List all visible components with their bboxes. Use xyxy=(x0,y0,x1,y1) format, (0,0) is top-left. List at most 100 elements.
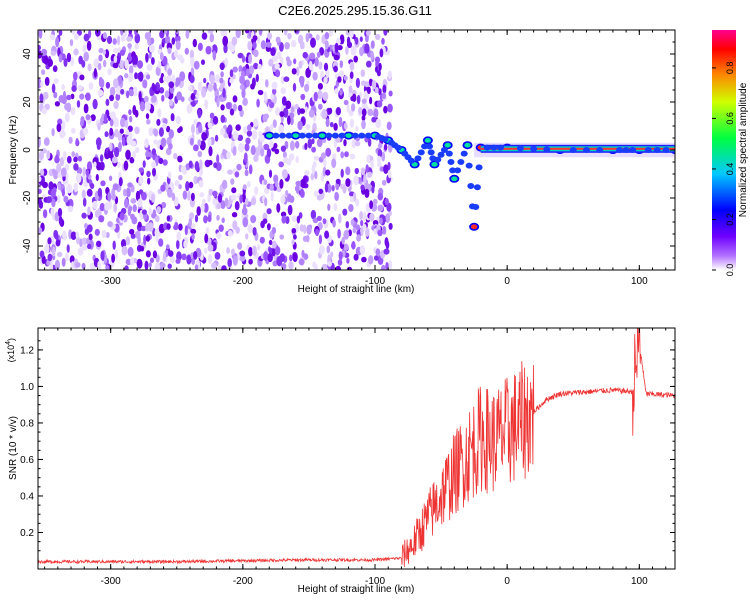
signal-blob xyxy=(472,204,480,210)
noise-speck xyxy=(115,93,121,101)
noise-speck xyxy=(57,194,61,204)
noise-speck xyxy=(209,33,215,43)
noise-speck xyxy=(269,101,275,109)
noise-speck xyxy=(212,115,219,125)
noise-speck xyxy=(237,242,243,250)
noise-speck xyxy=(87,206,91,216)
noise-speck xyxy=(97,62,102,71)
noise-speck xyxy=(145,101,151,111)
noise-speck xyxy=(260,40,266,50)
x-tick-label: -100 xyxy=(365,276,385,287)
noise-speck xyxy=(120,88,125,95)
noise-speck xyxy=(105,81,111,89)
noise-speck xyxy=(203,77,207,84)
noise-speck xyxy=(304,170,310,176)
noise-speck xyxy=(143,234,147,246)
noise-speck xyxy=(73,33,79,41)
noise-speck xyxy=(105,98,110,106)
noise-speck xyxy=(97,187,103,198)
snr-frame xyxy=(37,327,676,570)
signal-blob xyxy=(490,144,498,151)
noise-speck xyxy=(42,209,48,219)
noise-speck xyxy=(86,161,93,172)
noise-speck xyxy=(129,156,135,164)
noise-speck xyxy=(168,143,173,150)
noise-speck xyxy=(370,50,374,61)
spectrogram-x-axis-label: Height of straight line (km) xyxy=(298,284,415,295)
noise-speck xyxy=(322,166,327,177)
noise-speck xyxy=(373,108,379,118)
noise-speck xyxy=(109,118,114,127)
noise-speck xyxy=(337,76,342,83)
noise-speck xyxy=(148,127,154,137)
noise-speck xyxy=(86,40,92,51)
noise-speck xyxy=(125,129,130,135)
noise-speck xyxy=(315,34,320,41)
noise-speck xyxy=(139,101,146,112)
snr-plot-area xyxy=(38,328,675,569)
noise-speck xyxy=(190,93,196,101)
noise-speck xyxy=(105,264,110,270)
noise-speck xyxy=(334,88,339,95)
noise-speck xyxy=(170,255,175,264)
noise-speck xyxy=(152,227,156,237)
noise-speck xyxy=(111,156,118,164)
noise-speck xyxy=(263,251,269,262)
noise-speck xyxy=(273,142,278,149)
noise-speck xyxy=(188,85,193,92)
noise-speck xyxy=(56,251,63,258)
noise-speck xyxy=(128,30,132,35)
noise-speck xyxy=(304,142,308,150)
noise-speck xyxy=(96,240,102,247)
noise-speck xyxy=(178,184,182,190)
signal-blob xyxy=(662,147,670,153)
noise-speck xyxy=(151,148,156,156)
noise-speck xyxy=(316,215,322,222)
noise-speck xyxy=(291,228,297,234)
noise-speck xyxy=(125,149,131,160)
noise-speck xyxy=(56,163,62,173)
noise-speck xyxy=(266,208,272,215)
noise-speck xyxy=(359,36,363,42)
noise-speck xyxy=(117,162,121,168)
noise-speck xyxy=(208,146,213,157)
noise-speck xyxy=(43,137,50,146)
noise-speck xyxy=(290,40,297,48)
noise-speck xyxy=(377,229,383,237)
noise-speck xyxy=(379,166,385,172)
noise-speck xyxy=(39,93,44,103)
noise-speck xyxy=(159,52,164,61)
noise-speck xyxy=(360,69,366,77)
signal-blob xyxy=(483,144,491,151)
noise-speck xyxy=(360,219,364,227)
noise-speck xyxy=(160,137,167,148)
noise-speck xyxy=(250,83,255,90)
noise-speck xyxy=(268,239,273,246)
noise-speck xyxy=(257,89,264,96)
noise-speck xyxy=(219,77,224,84)
signal-blob xyxy=(325,132,333,139)
noise-speck xyxy=(75,138,79,147)
noise-speck xyxy=(386,121,392,131)
noise-speck xyxy=(51,83,56,94)
noise-speck xyxy=(296,215,301,224)
noise-speck xyxy=(38,188,42,194)
noise-speck xyxy=(66,183,73,194)
signal-blob xyxy=(434,156,442,163)
noise-speck xyxy=(148,262,152,268)
signal-blob xyxy=(417,149,425,156)
noise-speck xyxy=(262,218,268,224)
noise-speck xyxy=(256,98,260,108)
noise-speck xyxy=(40,81,44,88)
noise-speck xyxy=(272,119,277,128)
noise-speck xyxy=(280,196,286,204)
signal-blob xyxy=(351,132,359,139)
noise-speck xyxy=(272,88,277,95)
signal-blob xyxy=(358,132,366,139)
noise-speck xyxy=(187,191,191,201)
noise-speck xyxy=(66,102,72,113)
noise-speck xyxy=(64,112,70,123)
noise-speck xyxy=(227,41,234,51)
noise-speck xyxy=(291,215,298,222)
noise-speck xyxy=(130,233,136,239)
